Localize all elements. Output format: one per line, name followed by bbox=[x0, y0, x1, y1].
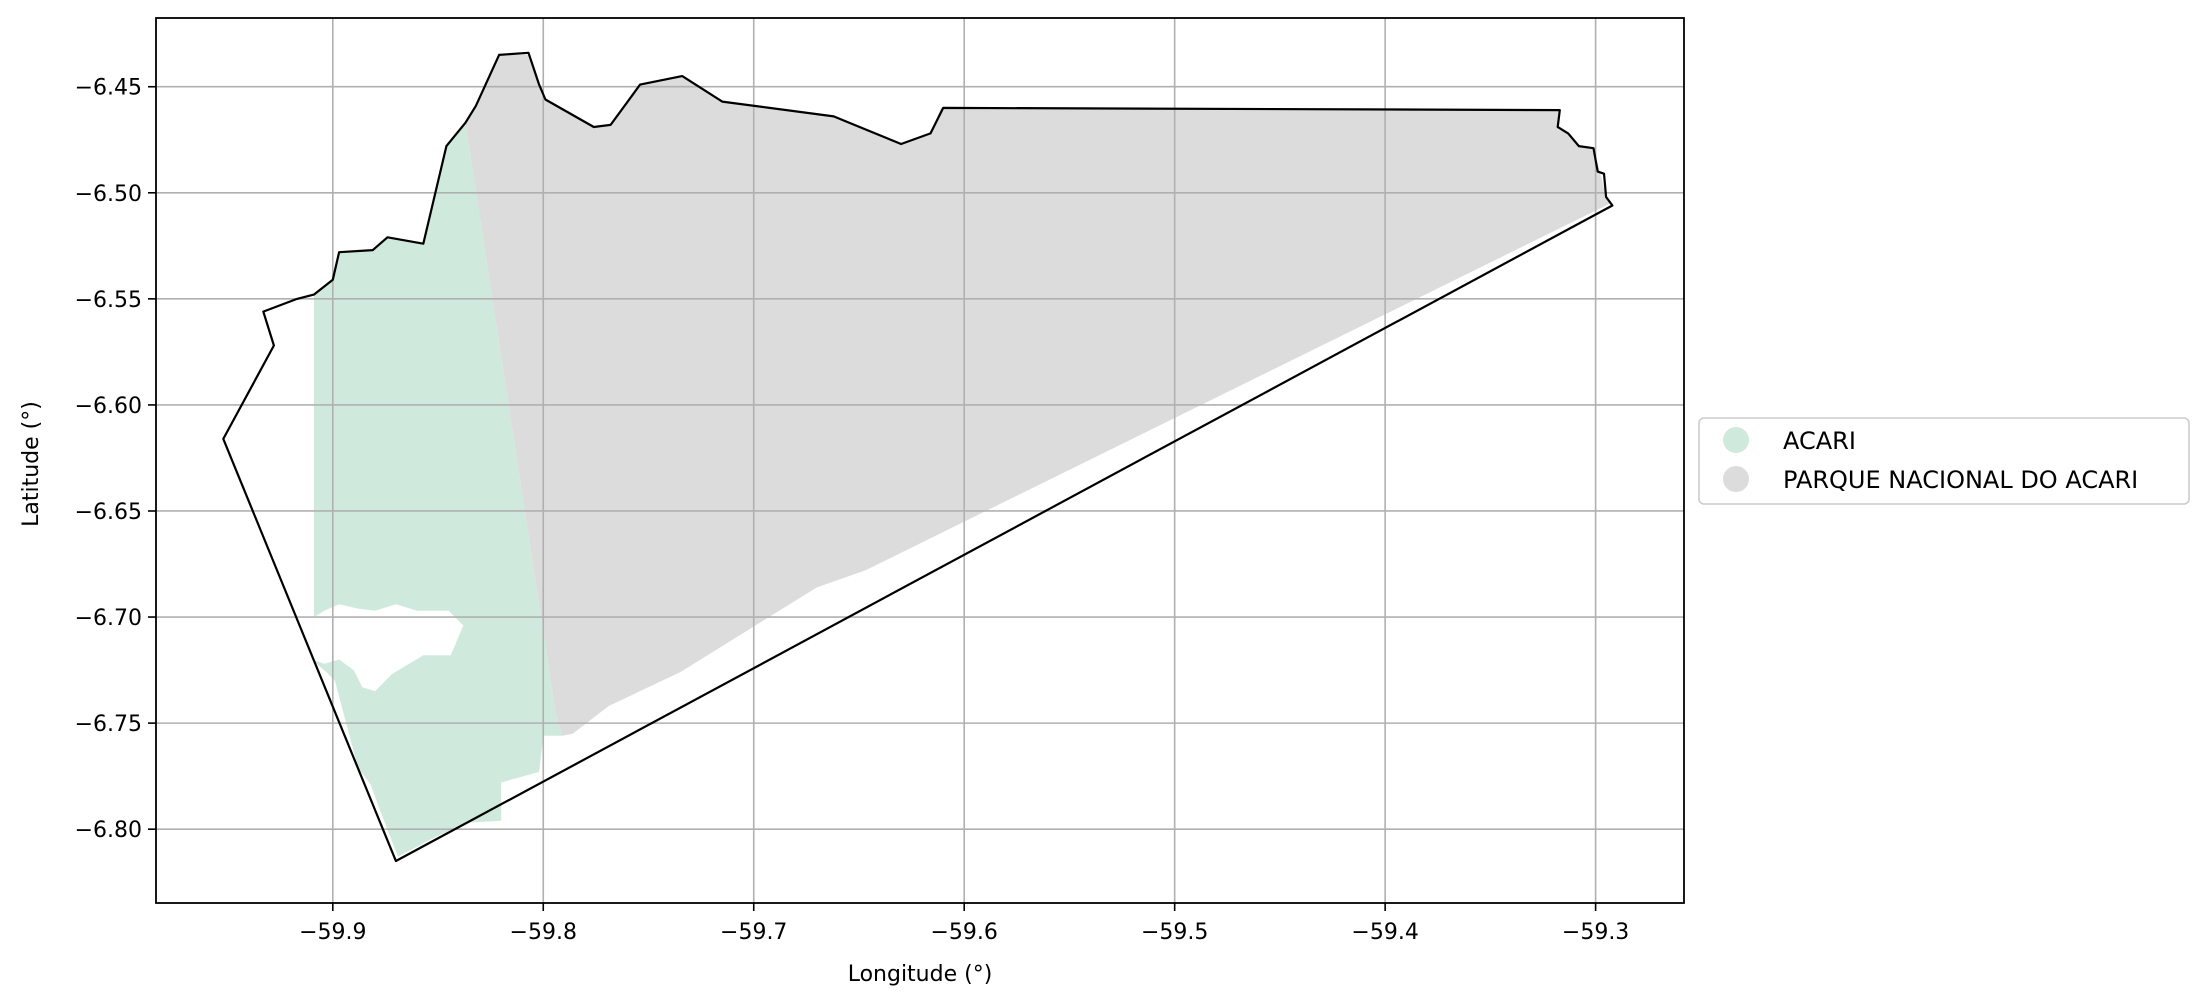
y-tick-label: −6.60 bbox=[75, 394, 142, 419]
y-tick-label: −6.70 bbox=[75, 606, 142, 631]
region-parque-nacional-do-acari-2 bbox=[465, 54, 1611, 736]
x-tick-label: −59.7 bbox=[720, 920, 787, 945]
y-axis-label: Latitude (°) bbox=[19, 401, 44, 527]
y-tick-label: −6.55 bbox=[75, 288, 142, 313]
x-tick-label: −59.9 bbox=[299, 920, 366, 945]
legend: ACARI PARQUE NACIONAL DO ACARI bbox=[1698, 417, 2190, 505]
legend-marker-parque-nacional bbox=[1723, 466, 1749, 492]
x-tick-label: −59.3 bbox=[1562, 920, 1629, 945]
x-tick-label: −59.6 bbox=[930, 920, 997, 945]
x-tick-label: −59.8 bbox=[510, 920, 577, 945]
region-acari-1 bbox=[311, 604, 464, 692]
x-tick-label: −59.5 bbox=[1141, 920, 1208, 945]
legend-box bbox=[1698, 417, 2190, 505]
y-tick-label: −6.75 bbox=[75, 712, 142, 737]
plot-frame bbox=[155, 17, 1685, 904]
legend-marker-acari bbox=[1723, 427, 1749, 453]
gridlines bbox=[156, 18, 1684, 903]
map-plot-area bbox=[155, 17, 1685, 904]
y-tick-label: −6.50 bbox=[75, 182, 142, 207]
legend-label-acari: ACARI bbox=[1783, 427, 1856, 455]
municipality-outline bbox=[222, 51, 1614, 863]
y-tick-label: −6.65 bbox=[75, 500, 142, 525]
x-tick-label: −59.4 bbox=[1351, 920, 1418, 945]
x-axis-label: Longitude (°) bbox=[848, 962, 993, 987]
y-tick-label: −6.80 bbox=[75, 818, 142, 843]
y-tick-label: −6.45 bbox=[75, 76, 142, 101]
legend-label-parque-nacional: PARQUE NACIONAL DO ACARI bbox=[1783, 466, 2138, 494]
regions-layer bbox=[311, 54, 1611, 857]
y-axis-ticks: −6.45 −6.50 −6.55 −6.60 −6.65 −6.70 −6.75 −6.80 bbox=[75, 76, 156, 843]
x-axis-ticks: −59.9 −59.8 −59.7 −59.6 −59.5 −59.4 −59.3 bbox=[299, 903, 1629, 945]
